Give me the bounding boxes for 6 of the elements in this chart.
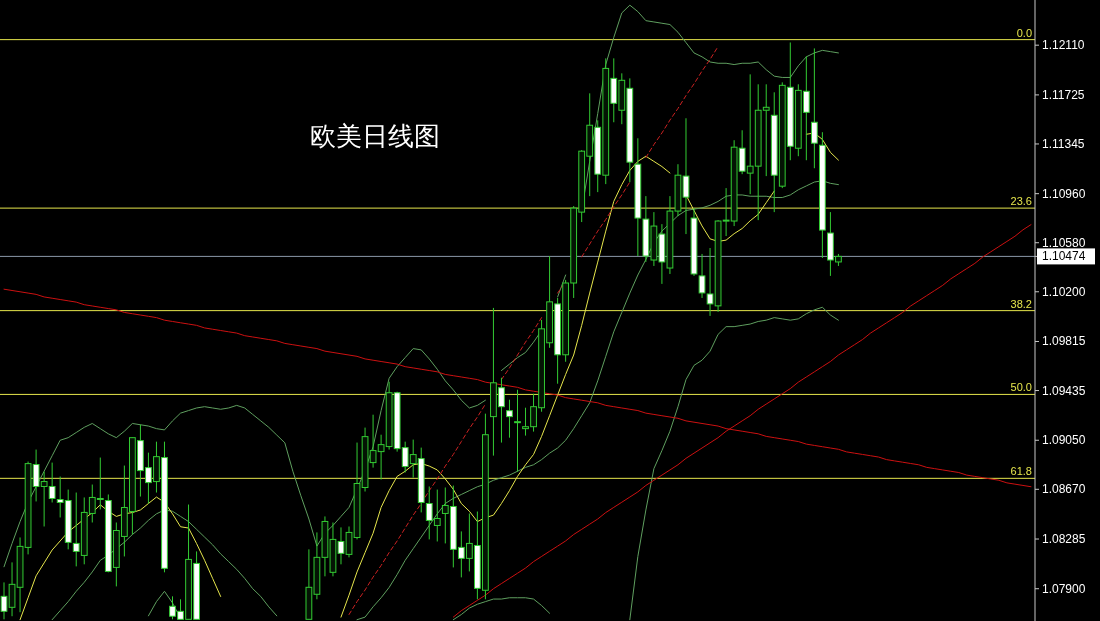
annotation: 23.6	[1010, 195, 1032, 208]
annotation: 0.0	[1016, 26, 1032, 39]
annotation: 38.2	[1010, 297, 1032, 310]
title: 欧美日线图	[310, 121, 440, 151]
annotation: 50.0	[1010, 381, 1032, 394]
annotation: 61.8	[1010, 465, 1032, 478]
